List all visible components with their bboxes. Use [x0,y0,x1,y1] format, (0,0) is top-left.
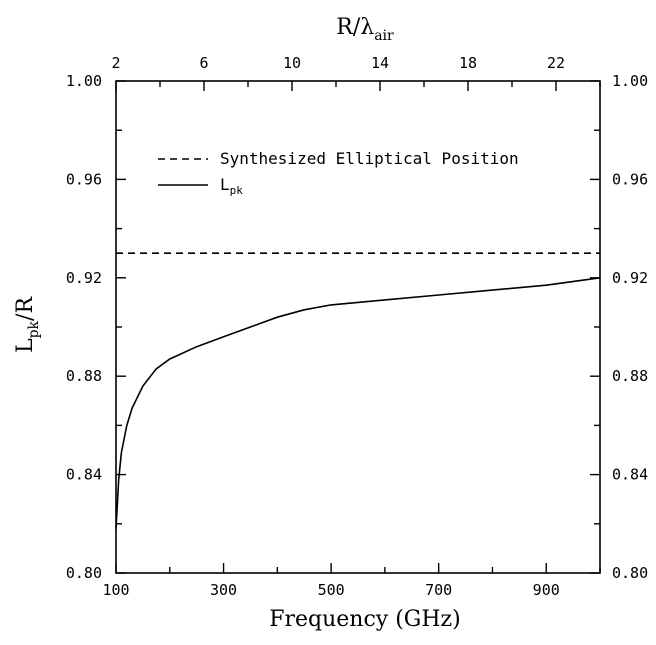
x-tick-label: 300 [210,581,237,599]
series-line-solid [115,277,601,529]
x2-tick-label: 6 [199,54,208,72]
x-tick-label: 500 [318,581,345,599]
y-axis-title: Lpk/R [13,296,42,353]
x2-axis-title-sub: air [374,28,394,44]
x2-tick-label: 18 [459,54,477,72]
y-tick-label: 0.80 [66,564,102,582]
x-tick-label: 900 [533,581,560,599]
y-axis-title-main: L [13,338,38,353]
y2-tick-label: 0.80 [612,564,648,582]
legend: Synthesized Elliptical Position Lpk [158,149,519,197]
legend-label: Synthesized Elliptical Position [220,149,519,168]
y-axis-title-sub: pk [26,320,42,338]
y-tick-label: 1.00 [66,72,102,90]
y-axis-title-tail: /R [13,296,38,321]
y2-tick-label: 0.88 [612,367,648,385]
y-tick-label: 0.92 [66,269,102,287]
x2-axis-title-main: R/λ [336,15,374,40]
tick-labels: 100 300 500 700 900 2 6 10 14 18 22 0.80 0.80 0.84 0.8… [66,54,648,599]
y2-tick-label: 0.84 [612,466,648,484]
x2-axis-title: R/λair [336,15,394,44]
x2-tick-label: 14 [371,54,389,72]
y2-tick-label: 0.92 [612,269,648,287]
y2-tick-label: 1.00 [612,72,648,90]
y-tick-label: 0.84 [66,466,102,484]
x-tick-label: 100 [102,581,129,599]
y-tick-label: 0.88 [66,367,102,385]
legend-label: Lpk [220,175,243,197]
ticks [115,80,601,574]
y-tick-label: 0.96 [66,170,102,188]
x2-tick-label: 22 [547,54,565,72]
x2-tick-label: 10 [283,54,301,72]
y2-tick-label: 0.96 [612,170,648,188]
x2-tick-label: 2 [111,54,120,72]
x-tick-label: 700 [425,581,452,599]
series-layer [115,252,601,529]
x-axis-title: Frequency (GHz) [269,607,461,632]
